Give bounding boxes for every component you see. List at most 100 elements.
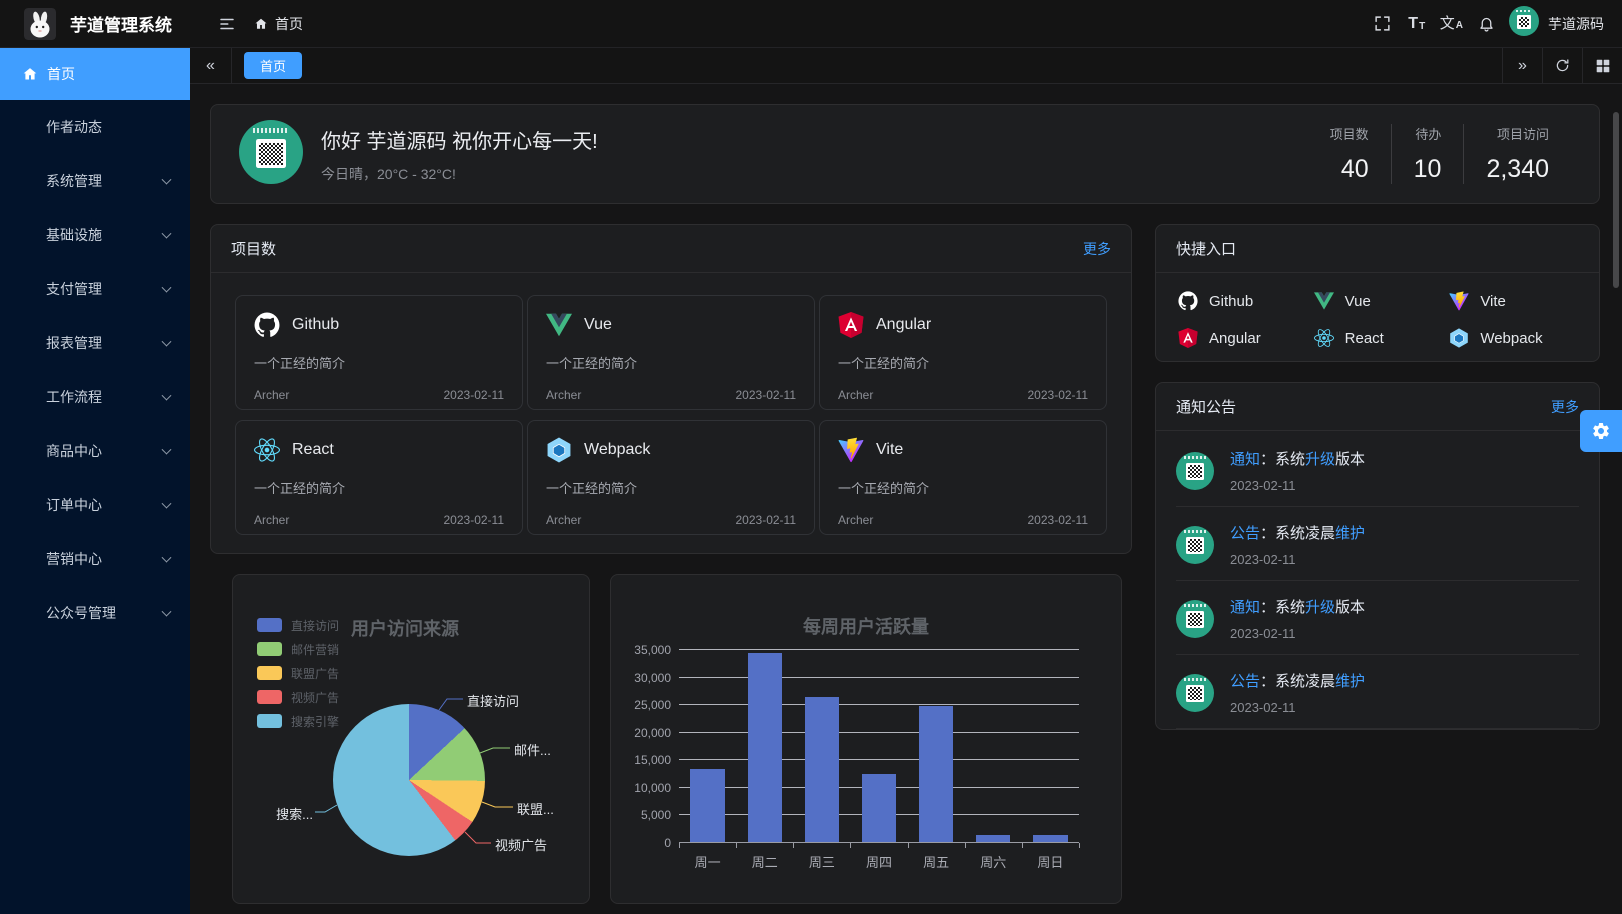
chevron-down-icon [161, 444, 172, 455]
project-name: Angular [876, 316, 932, 333]
project-card-vite[interactable]: Vite 一个正经的简介 Archer 2023-02-11 [819, 420, 1107, 535]
legend-item-2[interactable]: 联盟广告 [257, 666, 340, 681]
tabs-scroll-left-icon[interactable]: « [190, 47, 232, 84]
bar-x-label: 周四 [865, 855, 892, 870]
sidebar-item-label: 系统管理 [46, 173, 102, 189]
notice-title: 公告：系统凌晨维护 [1230, 673, 1366, 690]
chevron-down-icon [161, 390, 172, 401]
welcome-weather: 今日晴，20°C - 32°C! [321, 165, 456, 182]
angular-icon [838, 312, 864, 338]
notice-item-2[interactable]: 通知：系统升级版本 2023-02-11 [1176, 581, 1579, 655]
legend-label: 联盟广告 [291, 666, 340, 681]
sidebar-item-label: 营销中心 [46, 551, 102, 567]
bar-y-label: 5,000 [640, 808, 671, 823]
pie-slice-label: 视频广告 [495, 838, 548, 853]
project-card-react[interactable]: React 一个正经的简介 Archer 2023-02-11 [235, 420, 523, 535]
welcome-greeting: 你好 芋道源码 祝你开心每一天! [321, 130, 598, 153]
bar-周二 [747, 653, 782, 842]
notice-item-3[interactable]: 公告：系统凌晨维护 2023-02-11 [1176, 655, 1579, 729]
sidebar-item-9[interactable]: 营销中心 [0, 532, 190, 586]
shortcut-react[interactable]: React [1313, 326, 1442, 350]
bar-y-label: 20,000 [634, 725, 671, 740]
project-author: Archer [254, 388, 290, 402]
project-date: 2023-02-11 [735, 513, 797, 527]
tabs-scroll-right-icon[interactable]: » [1502, 47, 1542, 84]
legend-swatch [257, 618, 282, 632]
bar-周五 [919, 706, 954, 842]
shortcut-webpack[interactable]: Webpack [1449, 326, 1577, 350]
project-desc: 一个正经的简介 [838, 481, 930, 496]
pie-slice-label: 联盟... [517, 802, 554, 817]
sidebar-item-0[interactable]: 首页 [0, 48, 190, 100]
shortcuts-card-title: 快捷入口 [1176, 241, 1237, 258]
layout-grid-icon[interactable] [1582, 47, 1622, 84]
user-menu[interactable]: 芋道源码 [1509, 6, 1604, 41]
stat-projects: 项目数 40 [1329, 127, 1369, 183]
settings-gear-button[interactable] [1580, 410, 1622, 452]
shortcut-vue[interactable]: Vue [1313, 289, 1442, 313]
sidebar-item-6[interactable]: 工作流程 [0, 370, 190, 424]
shortcut-vite[interactable]: Vite [1449, 289, 1577, 313]
bar-x-label: 周一 [694, 855, 721, 870]
projects-more-link[interactable]: 更多 [1083, 240, 1111, 257]
notice-title: 通知：系统升级版本 [1230, 599, 1366, 616]
notice-title: 公告：系统凌晨维护 [1230, 525, 1366, 542]
sidebar-item-2[interactable]: 系统管理 [0, 154, 190, 208]
qr-avatar [1509, 6, 1539, 36]
scrollbar-thumb[interactable] [1613, 112, 1619, 288]
bell-icon[interactable] [1469, 0, 1503, 48]
legend-item-3[interactable]: 视频广告 [257, 690, 339, 705]
main-content: 你好 芋道源码 祝你开心每一天! 今日晴，20°C - 32°C! 项目数 40… [190, 84, 1622, 914]
sidebar-item-1[interactable]: 作者动态 [0, 100, 190, 154]
shortcut-github[interactable]: Github [1178, 289, 1306, 313]
project-date: 2023-02-11 [443, 513, 505, 527]
menu-fold-icon[interactable] [210, 0, 244, 48]
sidebar-item-5[interactable]: 报表管理 [0, 316, 190, 370]
legend-label: 直接访问 [291, 618, 340, 633]
shortcut-label: Vite [1480, 292, 1506, 310]
tab-home[interactable]: 首页 [244, 52, 303, 79]
sidebar-item-label: 工作流程 [46, 389, 102, 405]
sidebar-item-label: 订单中心 [46, 497, 102, 513]
shortcuts-card: 快捷入口 Github Vue Vite Angular React Webpack [1155, 224, 1600, 362]
vue-icon [546, 312, 572, 338]
breadcrumb[interactable]: 首页 [254, 14, 303, 34]
notice-item-0[interactable]: 通知：系统升级版本 2023-02-11 [1176, 433, 1579, 507]
legend-item-4[interactable]: 搜索引擎 [257, 714, 339, 729]
chevron-down-icon [161, 498, 172, 509]
project-date: 2023-02-11 [443, 388, 505, 402]
bar-周四 [861, 774, 897, 842]
project-desc: 一个正经的简介 [546, 356, 638, 371]
project-card-webpack[interactable]: Webpack 一个正经的简介 Archer 2023-02-11 [527, 420, 815, 535]
legend-item-1[interactable]: 邮件营销 [257, 642, 339, 657]
project-card-github[interactable]: Github 一个正经的简介 Archer 2023-02-11 [235, 295, 523, 410]
bar-chart-card: 每周用户活跃量 0 5,000 10,000 15,000 20,000 25,000 30… [610, 574, 1122, 904]
sidebar-item-4[interactable]: 支付管理 [0, 262, 190, 316]
fullscreen-icon[interactable] [1366, 0, 1400, 48]
refresh-icon[interactable] [1542, 47, 1582, 84]
github-icon [254, 312, 280, 338]
pie-chart-card: 用户访问来源 直接访问 邮件营销 联盟广告 视频广告 搜索引擎 直接访问 邮件... 联盟.… [232, 574, 590, 904]
notices-more-link[interactable]: 更多 [1551, 398, 1579, 415]
notice-item-1[interactable]: 公告：系统凌晨维护 2023-02-11 [1176, 507, 1579, 581]
shortcut-label: React [1344, 329, 1384, 347]
notice-date: 2023-02-11 [1230, 700, 1296, 715]
project-card-angular[interactable]: Angular 一个正经的简介 Archer 2023-02-11 [819, 295, 1107, 410]
bar-x-label: 周日 [1037, 855, 1064, 870]
sidebar-item-8[interactable]: 订单中心 [0, 478, 190, 532]
sidebar-item-3[interactable]: 基础设施 [0, 208, 190, 262]
sidebar-item-label: 支付管理 [46, 281, 102, 297]
qr-avatar [1176, 525, 1214, 564]
chevron-down-icon [161, 552, 172, 563]
sidebar-item-7[interactable]: 商品中心 [0, 424, 190, 478]
sidebar-item-label: 公众号管理 [46, 605, 116, 621]
sidebar-item-10[interactable]: 公众号管理 [0, 586, 190, 640]
pie-slice-label: 邮件... [514, 743, 551, 758]
notices-card-title: 通知公告 [1176, 399, 1237, 416]
project-desc: 一个正经的简介 [546, 481, 638, 496]
legend-item-0[interactable]: 直接访问 [257, 618, 340, 633]
project-card-vue[interactable]: Vue 一个正经的简介 Archer 2023-02-11 [527, 295, 815, 410]
shortcut-angular[interactable]: Angular [1178, 326, 1306, 350]
